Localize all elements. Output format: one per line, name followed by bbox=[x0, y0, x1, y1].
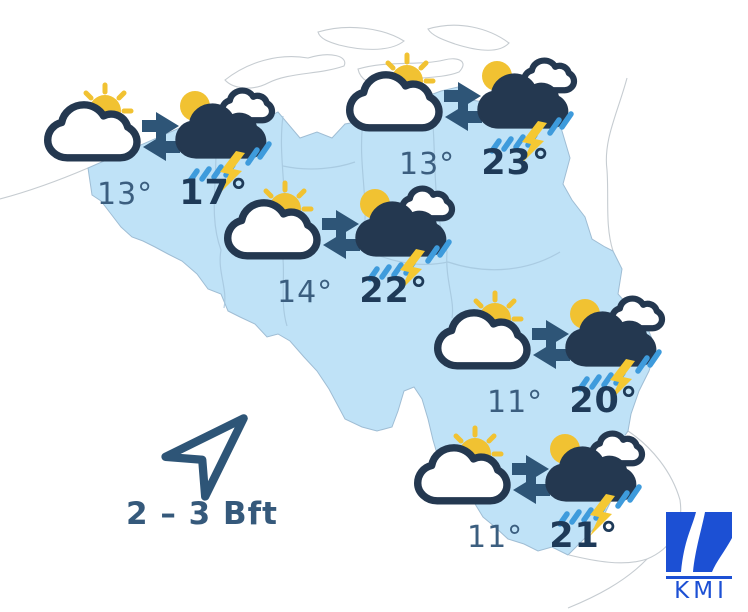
morning-temperature: 14° bbox=[277, 275, 334, 310]
temperature-pair: 13° 17° bbox=[97, 173, 248, 213]
lightning-icon bbox=[590, 494, 615, 536]
wind-shift-arrows-icon bbox=[322, 210, 360, 259]
kmi-logo: KMI bbox=[666, 512, 732, 603]
afternoon-storm-cloud-icon bbox=[545, 430, 644, 536]
wind-shift-arrows-icon bbox=[532, 320, 570, 369]
temperature-pair: 14° 22° bbox=[277, 271, 428, 311]
forecast-group-east: 11° 20° bbox=[433, 290, 667, 435]
lightning-icon bbox=[610, 359, 635, 401]
lightning-icon bbox=[522, 121, 547, 163]
lightning-icon bbox=[220, 151, 245, 193]
morning-temperature: 13° bbox=[399, 147, 456, 182]
morning-sun-behind-cloud-icon bbox=[345, 52, 440, 135]
afternoon-storm-cloud-icon bbox=[175, 87, 274, 193]
kmi-logo-icon bbox=[666, 512, 732, 572]
afternoon-storm-cloud-icon bbox=[565, 295, 664, 401]
afternoon-storm-cloud-icon bbox=[355, 185, 454, 291]
forecast-group-center: 14° 22° bbox=[223, 180, 457, 325]
morning-temperature: 13° bbox=[97, 177, 154, 212]
forecast-group-south: 11° 21° bbox=[413, 425, 647, 570]
morning-temperature: 11° bbox=[487, 385, 544, 420]
lightning-icon bbox=[400, 249, 425, 291]
temperature-pair: 11° 20° bbox=[487, 381, 638, 421]
afternoon-temperature: 20° bbox=[569, 381, 639, 421]
kmi-logo-rule bbox=[666, 576, 732, 579]
morning-sun-behind-cloud-icon bbox=[43, 82, 138, 165]
morning-sun-behind-cloud-icon bbox=[433, 290, 528, 373]
afternoon-temperature: 21° bbox=[549, 516, 619, 556]
forecast-group-northeast: 13° 23° bbox=[345, 52, 579, 197]
afternoon-temperature: 23° bbox=[481, 143, 551, 183]
afternoon-temperature: 17° bbox=[179, 173, 249, 213]
morning-sun-behind-cloud-icon bbox=[223, 180, 318, 263]
wind-shift-arrows-icon bbox=[142, 112, 180, 161]
temperature-pair: 11° 21° bbox=[467, 516, 618, 556]
wind-speed-label: 2 – 3 Bft bbox=[126, 496, 278, 532]
belgium-country-shape bbox=[87, 84, 657, 556]
wind-shift-arrows-icon bbox=[444, 82, 482, 131]
afternoon-temperature: 22° bbox=[359, 271, 429, 311]
morning-sun-behind-cloud-icon bbox=[413, 425, 508, 508]
forecast-group-northwest: 13° 17° bbox=[43, 82, 277, 227]
afternoon-storm-cloud-icon bbox=[477, 57, 576, 163]
morning-temperature: 11° bbox=[467, 520, 524, 555]
wind-direction-arrow-icon bbox=[161, 414, 248, 501]
temperature-pair: 13° 23° bbox=[399, 143, 550, 183]
wind-shift-arrows-icon bbox=[512, 455, 550, 504]
kmi-logo-text: KMI bbox=[674, 578, 728, 604]
